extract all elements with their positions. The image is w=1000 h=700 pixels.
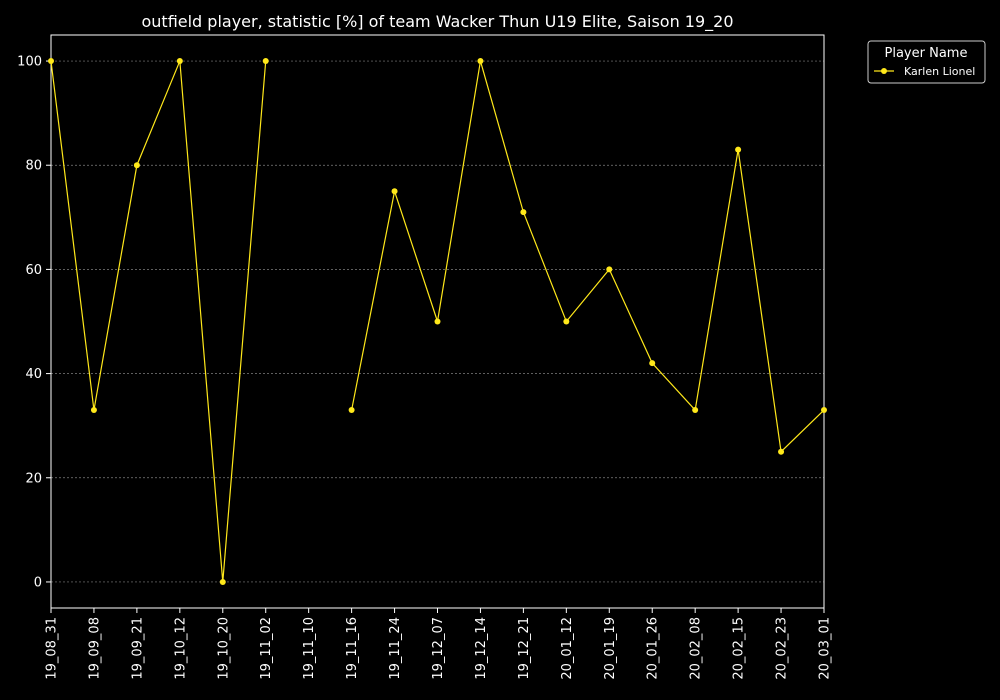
legend-box — [867, 40, 986, 84]
data-point — [735, 146, 742, 153]
y-tick-label: 60 — [25, 263, 42, 278]
x-tick-label: 20_02_15 — [732, 617, 747, 680]
data-point — [563, 318, 570, 325]
data-point — [262, 58, 269, 65]
series-layer — [48, 58, 827, 585]
x-tick-label: 20_01_12 — [560, 617, 575, 680]
y-tick-label: 20 — [25, 471, 42, 486]
data-point — [391, 188, 398, 195]
x-tick-label: 19_12_07 — [431, 617, 446, 680]
x-tick-label: 19_09_21 — [130, 617, 145, 680]
data-point — [434, 318, 441, 325]
data-point — [219, 578, 226, 585]
x-tick-label: 19_10_12 — [173, 617, 188, 680]
data-point — [778, 448, 785, 455]
x-tick-label: 19_11_24 — [388, 617, 403, 680]
data-point — [176, 58, 183, 65]
x-tick-label: 20_02_08 — [689, 617, 704, 680]
y-tick-label: 80 — [25, 159, 42, 174]
data-point — [692, 407, 699, 414]
x-tick-label: 19_08_31 — [45, 617, 60, 680]
y-tick-label: 0 — [34, 575, 42, 590]
legend-point-marker — [881, 68, 887, 74]
x-tick-label: 19_11_16 — [345, 617, 360, 680]
data-point — [133, 162, 140, 169]
y-tick-label: 100 — [17, 55, 42, 70]
x-tick-label: 19_11_02 — [259, 617, 274, 680]
y-tick-label: 40 — [25, 367, 42, 382]
data-point — [520, 209, 527, 216]
x-tick-label: 20_03_01 — [818, 617, 833, 680]
legend-title: Player Name — [885, 46, 968, 61]
data-point — [821, 407, 827, 414]
data-point — [649, 360, 656, 367]
axes: 0 20 40 60 80 100 19_08_31 19_09_08 19_09_21 19_1… — [17, 34, 833, 680]
data-point — [90, 407, 97, 414]
data-point — [48, 58, 54, 65]
series-line — [351, 60, 825, 453]
chart-title: outfield player, statistic [%] of team W… — [141, 12, 733, 32]
data-point — [477, 58, 484, 65]
x-tick-label: 20_01_26 — [646, 617, 661, 680]
x-tick-label: 19_10_20 — [216, 617, 231, 680]
legend: Player Name Karlen Lionel — [867, 40, 986, 84]
data-point — [348, 407, 355, 414]
data-point — [606, 266, 613, 273]
x-tick-label: 19_11_10 — [302, 617, 317, 680]
x-tick-label: 20_02_23 — [775, 617, 790, 680]
x-tick-label: 19_12_14 — [474, 617, 489, 680]
x-tick-label: 19_12_21 — [517, 617, 532, 680]
x-tick-label: 20_01_19 — [603, 617, 618, 680]
series-line — [50, 60, 267, 583]
legend-entry-label: Karlen Lionel — [904, 65, 975, 78]
x-tick-label: 19_09_08 — [87, 617, 102, 680]
